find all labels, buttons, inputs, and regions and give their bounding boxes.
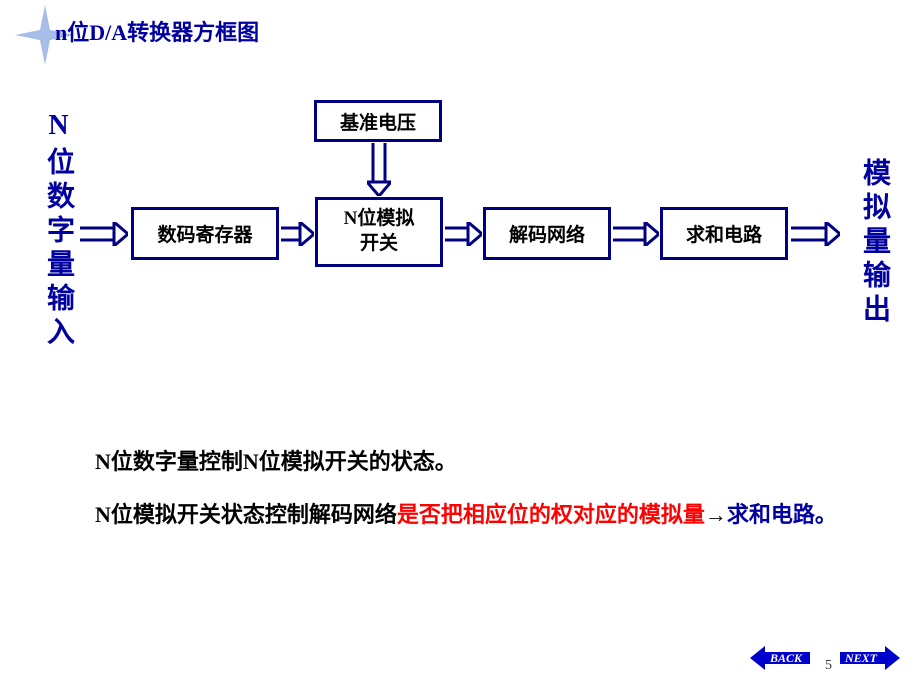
output-label: 模拟量输出 <box>854 158 894 328</box>
box-reference-voltage: 基准电压 <box>314 100 442 142</box>
box-label: 基准电压 <box>340 108 416 135</box>
arrow-input <box>78 222 128 246</box>
page-title: n位D/A转换器方框图 <box>55 15 259 47</box>
box-label-1: N位模拟 <box>344 207 415 232</box>
desc-line-1: N位数字量控制N位模拟开关的状态。 <box>95 443 837 480</box>
arrow-decode-to-sum <box>612 222 659 246</box>
arrow-reg-to-switch <box>280 222 314 246</box>
box-label-2: 开关 <box>360 232 398 257</box>
back-label: BACK <box>769 651 803 665</box>
description-block: N位数字量控制N位模拟开关的状态。 N位模拟开关状态控制解码网络是否把相应位的权… <box>95 443 837 534</box>
box-label: 解码网络 <box>509 220 585 247</box>
next-label: NEXT <box>844 651 878 665</box>
arrow-switch-to-decode <box>444 222 482 246</box>
desc-line-2: N位模拟开关状态控制解码网络是否把相应位的权对应的模拟量→求和电路。 <box>95 496 837 533</box>
box-register: 数码寄存器 <box>131 207 279 260</box>
page-number: 5 <box>825 658 832 674</box>
box-label: 数码寄存器 <box>157 220 252 247</box>
box-sum-circuit: 求和电路 <box>660 207 788 260</box>
input-label: N位数字量输入 <box>38 110 78 351</box>
box-label: 求和电路 <box>686 220 762 247</box>
box-analog-switch: N位模拟 开关 <box>315 197 443 267</box>
box-decode-network: 解码网络 <box>483 207 611 260</box>
arrow-output <box>790 222 840 246</box>
arrow-ref-to-switch <box>367 142 391 196</box>
